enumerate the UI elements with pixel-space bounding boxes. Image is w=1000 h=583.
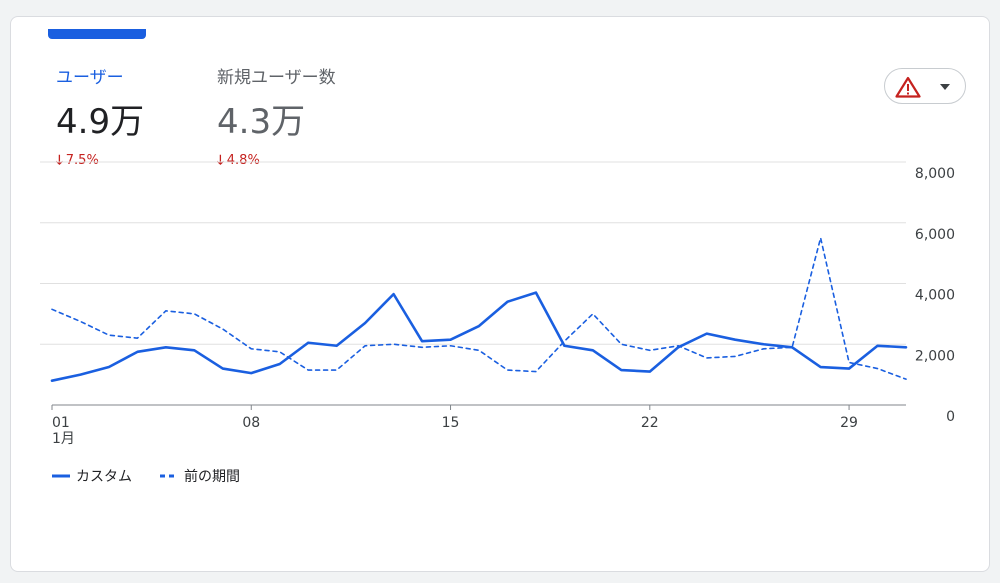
legend-label: カスタム: [76, 469, 132, 485]
metric-users-delta: 🡓 7.5%: [56, 151, 144, 173]
warning-triangle-icon: [895, 76, 921, 98]
y-tick-label: 6,000: [915, 227, 955, 243]
anomaly-alert-dropdown-button[interactable]: [884, 68, 966, 104]
series-line-custom: [50, 291, 908, 383]
active-tab-indicator: [48, 29, 146, 39]
x-tick-label: 29: [840, 415, 858, 431]
arrow-down-icon: 🡓: [56, 153, 63, 168]
analytics-card: ユーザー 4.9万 🡓 7.5% 新規ユーザー数 4.3万 🡓 4.8%: [10, 16, 990, 572]
y-tick-label: 8,000: [915, 166, 955, 182]
legend-label: 前の期間: [184, 468, 240, 485]
metric-new-users-delta: 🡓 4.8%: [217, 151, 336, 173]
metric-users-label: ユーザー: [56, 68, 124, 88]
metric-new-users-label: 新規ユーザー数: [217, 68, 336, 88]
metric-users-value: 4.9万: [56, 102, 145, 142]
x-tick-label: 22: [641, 415, 659, 431]
y-tick-label: 0: [946, 409, 955, 425]
metric-new-users-value: 4.3万: [217, 102, 306, 142]
x-tick-label: 01: [52, 415, 70, 431]
y-tick-label: 2,000: [915, 348, 955, 364]
metric-new-users-tab[interactable]: 新規ユーザー数 4.3万 🡓 4.8%: [217, 63, 336, 173]
caret-down-icon: [940, 84, 950, 90]
metric-users-tab[interactable]: ユーザー 4.9万 🡓 7.5%: [56, 63, 144, 173]
y-tick-label: 4,000: [915, 288, 955, 304]
series-line-previous-period: [51, 237, 907, 380]
x-tick-sublabel: 1月: [52, 431, 75, 447]
metric-users-delta-value: 7.5%: [65, 153, 99, 168]
arrow-down-icon: 🡓: [217, 153, 224, 168]
x-tick-label: 15: [442, 415, 460, 431]
metric-new-users-delta-value: 4.8%: [226, 153, 260, 168]
x-tick-label: 08: [242, 415, 260, 431]
